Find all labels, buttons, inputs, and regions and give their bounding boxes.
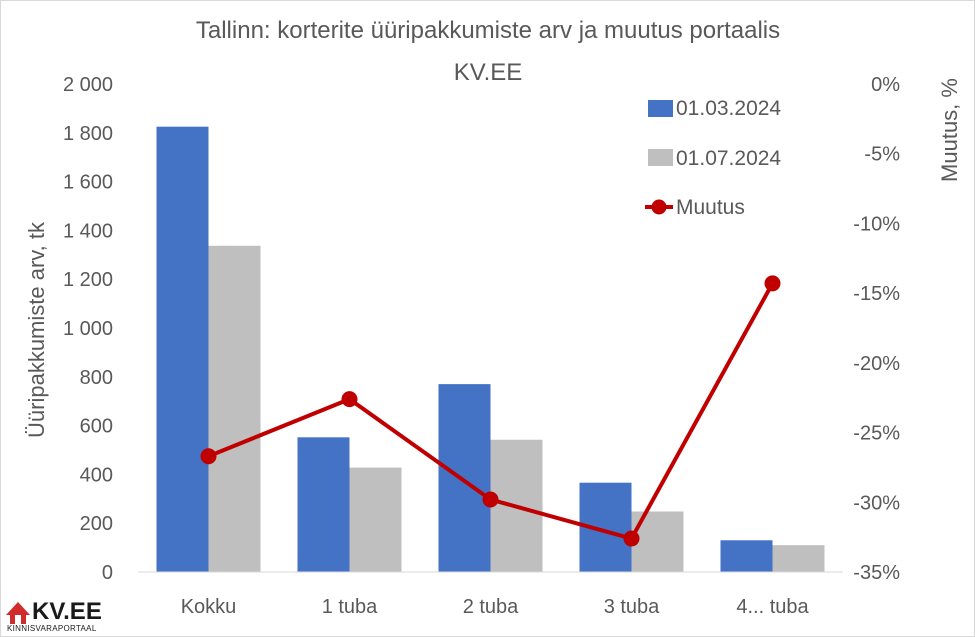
- line-point: [764, 275, 781, 292]
- legend: 01.03.2024 01.07.2024 Muutus: [645, 97, 781, 219]
- legend-swatch-series-1: [648, 100, 673, 117]
- x-tick-label: Kokku: [181, 596, 237, 618]
- legend-marker-series-3: [651, 199, 667, 215]
- y2-tick-label: -35%: [853, 562, 900, 584]
- x-axis-ticks: Kokku 1 tuba 2 tuba 3 tuba 4... tuba: [181, 596, 810, 618]
- bar: [438, 384, 491, 572]
- logo-subtext: KINNISVARAPORTAAL: [7, 624, 97, 633]
- x-tick-label: 3 tuba: [604, 596, 660, 618]
- logo-text: KV.EE: [32, 598, 102, 625]
- y-tick-label: 800: [80, 367, 113, 389]
- y-tick-label: 1 200: [63, 269, 113, 291]
- y-tick-label: 1 600: [63, 172, 113, 194]
- legend-label-series-3: Muutus: [676, 196, 745, 219]
- line-point: [341, 391, 358, 408]
- chart-title-line-2: KV.EE: [454, 59, 523, 86]
- y-tick-label: 2 000: [63, 74, 113, 96]
- y-tick-label: 200: [80, 513, 113, 535]
- y-tick-label: 1 400: [63, 220, 113, 242]
- y2-tick-label: -25%: [853, 423, 900, 445]
- change-line: [200, 275, 781, 547]
- y2-axis-ticks: 0% -5% -10% -15% -20% -25% -30% -35%: [853, 74, 900, 584]
- y-tick-label: 600: [80, 416, 113, 438]
- y-tick-label: 1 000: [63, 318, 113, 340]
- chart-title-line-1: Tallinn: korterite üüripakkumiste arv ja…: [196, 17, 780, 44]
- line-point: [623, 530, 640, 547]
- x-tick-label: 1 tuba: [322, 596, 378, 618]
- y-axis-title: Üüripakkumiste arv, tk: [24, 221, 49, 438]
- kv-ee-logo: KV.EE KINNISVARAPORTAAL: [6, 598, 102, 633]
- y2-tick-label: -30%: [853, 492, 900, 514]
- y2-tick-label: -20%: [853, 353, 900, 375]
- bar: [720, 540, 773, 572]
- y2-axis-title: Muutus, %: [937, 78, 962, 182]
- bar: [349, 467, 402, 572]
- bar: [156, 126, 209, 572]
- y-tick-label: 1 800: [63, 123, 113, 145]
- y2-tick-label: -15%: [853, 283, 900, 305]
- y-tick-label: 400: [80, 464, 113, 486]
- legend-label-series-2: 01.07.2024: [676, 147, 781, 170]
- y-axis-ticks: 0 200 400 600 800 1 000 1 200 1 400 1 600 1 800 2 …: [63, 74, 113, 584]
- y2-tick-label: -5%: [864, 144, 900, 166]
- line-point: [482, 491, 499, 508]
- bar: [208, 245, 261, 572]
- line-point: [200, 448, 217, 465]
- x-tick-label: 4... tuba: [736, 596, 809, 618]
- legend-swatch-series-2: [648, 149, 673, 166]
- house-icon: [6, 602, 30, 624]
- y2-tick-label: 0%: [871, 74, 900, 96]
- legend-label-series-1: 01.03.2024: [676, 97, 781, 120]
- y-tick-label: 0: [102, 562, 113, 584]
- bar: [297, 437, 350, 572]
- bar: [772, 545, 825, 572]
- x-tick-label: 2 tuba: [463, 596, 519, 618]
- y2-tick-label: -10%: [853, 213, 900, 235]
